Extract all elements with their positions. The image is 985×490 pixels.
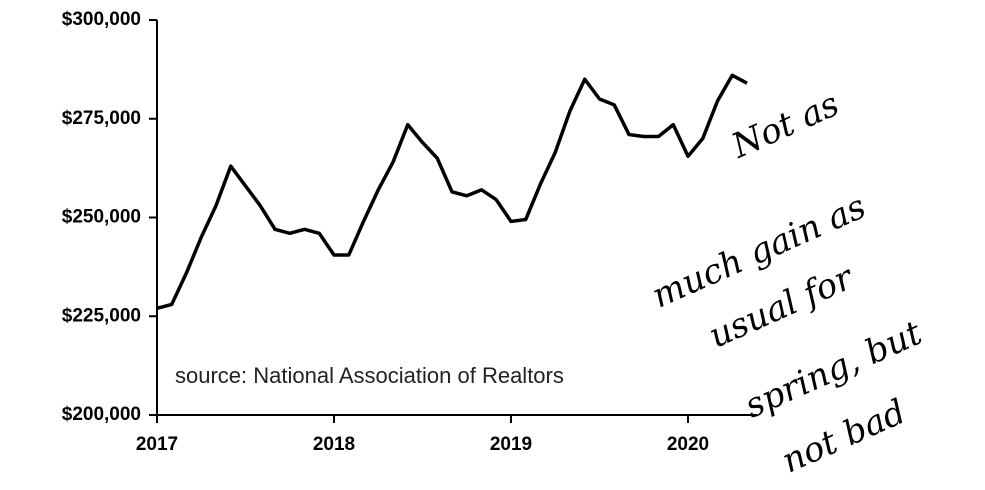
x-tick-label: 2017: [136, 434, 178, 455]
line-series: [156, 73, 748, 311]
y-tick-label: $275,000: [62, 108, 141, 129]
y-tick-label: $250,000: [62, 207, 141, 228]
x-tick-label: 2020: [667, 434, 709, 455]
y-tick-label: $225,000: [62, 305, 141, 326]
x-tick-label: 2018: [313, 434, 355, 455]
handwritten-note: Not as: [725, 84, 845, 167]
y-tick-label: $200,000: [62, 404, 141, 425]
y-tick-label: $300,000: [62, 9, 141, 30]
x-tick-label: 2019: [490, 434, 532, 455]
source-note: source: National Association of Realtors: [175, 363, 564, 388]
